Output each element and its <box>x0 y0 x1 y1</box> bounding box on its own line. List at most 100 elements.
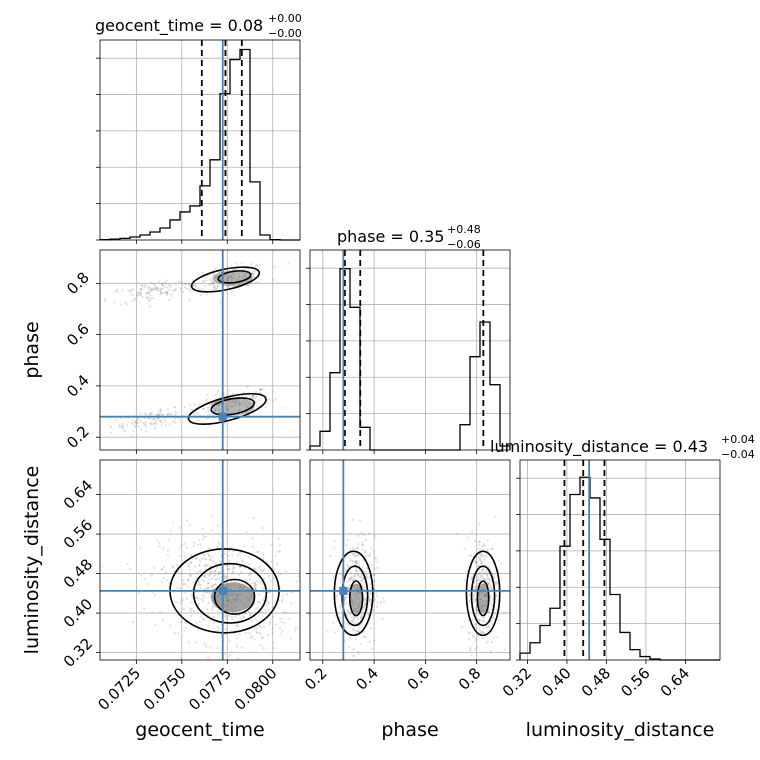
sample-point <box>232 268 235 271</box>
sample-point <box>503 612 506 615</box>
sample-point <box>346 614 349 617</box>
sample-point <box>104 297 107 300</box>
sample-point <box>182 578 185 582</box>
sample-point <box>287 262 290 265</box>
sample-point <box>162 547 165 550</box>
sample-point <box>200 571 203 574</box>
sample-point <box>297 575 300 578</box>
sample-point <box>137 418 140 421</box>
sample-point <box>207 656 210 659</box>
sample-point <box>173 632 177 635</box>
sample-point <box>276 550 279 553</box>
sample-point <box>212 288 215 291</box>
sample-point <box>104 299 107 302</box>
sample-point <box>239 571 243 574</box>
sample-point <box>487 625 490 628</box>
sample-point <box>355 638 358 641</box>
sample-point <box>255 627 259 631</box>
title-luminosity-distance-median: 0.43 <box>672 437 708 456</box>
sample-point <box>258 398 262 402</box>
sample-point <box>186 578 190 582</box>
sample-point <box>490 587 493 591</box>
sample-point <box>187 563 190 567</box>
sample-point <box>208 283 211 287</box>
sample-point <box>470 576 474 579</box>
sample-point <box>249 396 252 399</box>
sample-point <box>193 565 197 568</box>
sample-point <box>352 622 356 625</box>
sample-point <box>205 565 208 568</box>
sample-point <box>254 583 257 586</box>
sample-point <box>198 563 201 566</box>
sample-point <box>238 552 241 555</box>
sample-point <box>354 569 358 572</box>
sample-point <box>250 634 253 637</box>
sample-point <box>474 562 477 565</box>
sample-point <box>369 627 373 630</box>
sample-point <box>359 616 362 619</box>
sample-point <box>362 533 365 536</box>
sample-point <box>332 621 335 624</box>
sample-point <box>238 566 241 569</box>
sample-point <box>164 420 167 423</box>
sample-point <box>480 562 483 565</box>
title-phase-minus: −0.06 <box>447 238 481 251</box>
sample-point <box>372 609 375 612</box>
sample-point <box>264 405 267 409</box>
sample-point <box>360 616 363 619</box>
sample-point <box>369 591 372 595</box>
sample-point <box>240 261 243 265</box>
sample-point <box>353 616 356 619</box>
sample-point <box>472 600 476 604</box>
sample-point <box>253 398 256 401</box>
sample-point <box>149 297 152 300</box>
sample-point <box>358 554 361 557</box>
sample-point <box>365 573 368 576</box>
sample-point <box>363 549 367 553</box>
sample-point <box>281 598 284 601</box>
sample-point <box>184 283 187 286</box>
sample-point <box>149 412 152 415</box>
sample-point <box>270 543 273 546</box>
sample-point <box>228 393 231 396</box>
sample-point <box>182 607 186 611</box>
sample-point <box>490 586 493 589</box>
sample-point <box>356 630 359 633</box>
sample-point <box>153 288 156 291</box>
sample-point <box>476 575 480 578</box>
sample-point <box>477 544 481 547</box>
sample-point <box>367 612 370 615</box>
sample-point <box>199 543 202 546</box>
sample-point <box>474 598 478 601</box>
sample-point <box>334 539 337 543</box>
sample-point <box>480 576 483 579</box>
sample-point <box>195 287 198 290</box>
sample-point <box>491 616 495 619</box>
sample-point <box>273 265 276 268</box>
sample-point <box>204 276 207 280</box>
sample-point <box>216 626 220 629</box>
sample-point <box>477 547 480 550</box>
sample-point <box>196 583 199 586</box>
sample-point <box>187 284 190 287</box>
sample-point <box>230 290 234 293</box>
sample-point <box>195 572 198 575</box>
sample-point <box>188 524 191 527</box>
sample-point <box>201 597 205 600</box>
sample-point <box>132 419 135 422</box>
sample-point <box>259 633 262 636</box>
panel-hist-luminosity-distance: 0.32 0.40 0.48 0.56 0.64 <box>499 459 721 700</box>
sample-point <box>359 576 362 579</box>
sample-point <box>165 291 168 294</box>
sample-point <box>254 587 257 590</box>
sample-point <box>251 394 254 397</box>
sample-point <box>207 554 211 557</box>
sample-point <box>368 554 371 558</box>
sample-point <box>272 577 275 580</box>
sample-point <box>199 598 202 601</box>
sample-point <box>209 559 212 562</box>
sample-point <box>199 587 203 590</box>
sample-point <box>155 414 158 417</box>
sample-point <box>110 431 113 435</box>
sample-point <box>219 543 222 546</box>
